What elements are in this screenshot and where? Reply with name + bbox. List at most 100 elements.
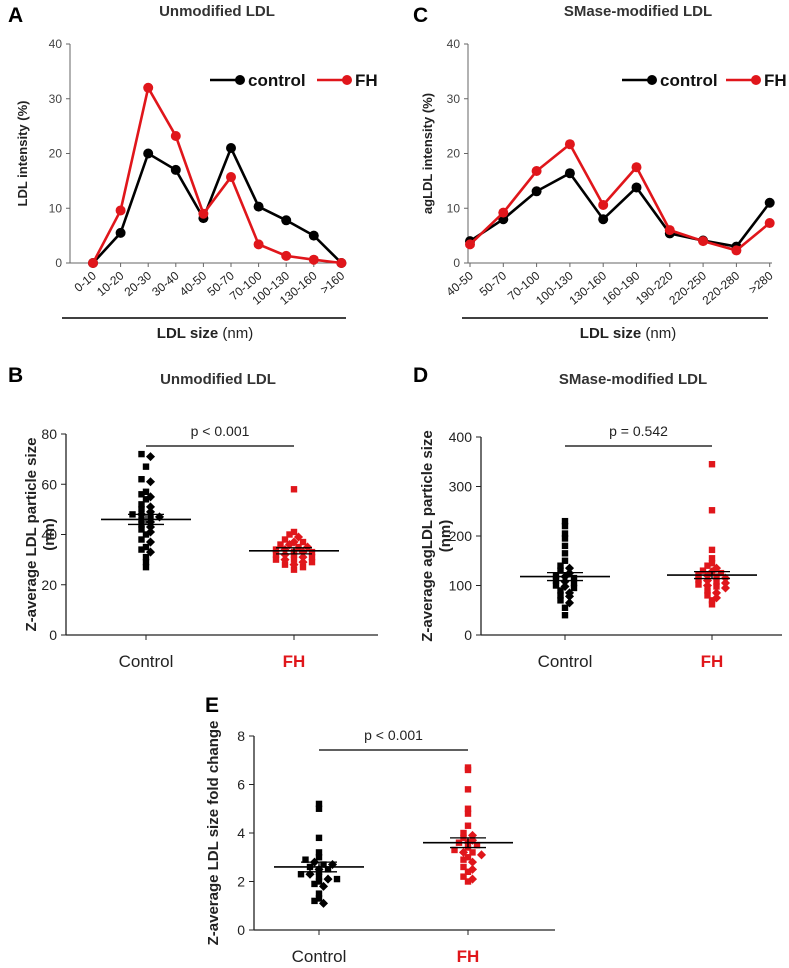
y-tick-label: 10 bbox=[447, 201, 461, 215]
data-point-control bbox=[531, 186, 542, 197]
data-point bbox=[295, 543, 302, 551]
data-point-fh bbox=[198, 208, 209, 219]
y-tick-label: 0 bbox=[49, 627, 57, 643]
data-point bbox=[460, 863, 467, 871]
data-point-fh bbox=[598, 199, 609, 210]
panel-d: D SMase-modified LDL 0 100 200 300 400 Z-averag… bbox=[413, 364, 782, 671]
x-tick-label: 40-50 bbox=[443, 268, 476, 299]
group-label-control: Control bbox=[538, 652, 593, 671]
data-point bbox=[298, 557, 308, 567]
y-axis-label: LDL intensity (%) bbox=[15, 101, 30, 207]
data-point bbox=[570, 584, 578, 592]
data-point bbox=[308, 548, 316, 556]
y-tick-label: 400 bbox=[449, 429, 473, 445]
y-tick-label: 4 bbox=[237, 825, 245, 841]
data-point bbox=[460, 873, 467, 880]
data-point bbox=[305, 869, 315, 879]
x-axis-label: LDL size (nm) bbox=[157, 325, 253, 342]
data-point bbox=[142, 553, 150, 561]
panel-label: E bbox=[205, 694, 219, 717]
data-point-fh bbox=[143, 82, 154, 93]
y-tick-label: 0 bbox=[453, 256, 460, 270]
data-point bbox=[286, 531, 293, 538]
data-point bbox=[315, 895, 323, 902]
data-point bbox=[315, 873, 323, 880]
y-tick-label: 40 bbox=[41, 527, 57, 543]
data-point bbox=[561, 550, 569, 557]
data-point bbox=[299, 538, 307, 546]
data-point bbox=[557, 592, 564, 599]
data-point bbox=[145, 537, 156, 547]
data-point-fh bbox=[88, 258, 98, 268]
x-tick-label: 40-50 bbox=[177, 268, 210, 299]
series-line-fh bbox=[91, 84, 342, 265]
data-point bbox=[464, 805, 472, 812]
data-point-fh bbox=[336, 258, 347, 268]
data-point bbox=[708, 555, 716, 562]
data-point bbox=[145, 502, 156, 512]
data-point bbox=[561, 522, 569, 530]
y-tick-label: 0 bbox=[237, 922, 245, 938]
chart-title: SMase-modified LDL bbox=[559, 371, 707, 388]
data-point bbox=[561, 542, 569, 550]
panel-b: B Unmodified LDL 0 20 40 60 80Z-average LDL pa… bbox=[8, 364, 378, 671]
data-point-control bbox=[226, 143, 236, 154]
data-point bbox=[147, 513, 154, 521]
data-point-fh bbox=[226, 172, 236, 183]
data-point bbox=[469, 849, 476, 856]
data-point bbox=[138, 501, 145, 508]
y-axis-label: Z-average LDL size fold change bbox=[205, 721, 222, 946]
data-point-control bbox=[598, 214, 609, 225]
y-tick-label: 20 bbox=[41, 577, 57, 593]
data-point bbox=[333, 875, 341, 883]
panel-a: A Unmodified LDL0102030400-1010-2020-3030… bbox=[8, 3, 378, 342]
chart-title: SMase-modified LDL bbox=[564, 3, 712, 20]
data-point-control bbox=[281, 215, 292, 226]
data-point bbox=[464, 878, 472, 885]
data-point bbox=[560, 581, 570, 592]
data-point bbox=[315, 805, 323, 812]
data-point bbox=[695, 576, 702, 583]
data-point-fh bbox=[664, 225, 675, 236]
y-tick-label: 40 bbox=[49, 37, 63, 51]
y-axis-label: Z-average LDL particle size bbox=[23, 438, 40, 632]
data-point-fh bbox=[115, 205, 126, 216]
y-tick-label: 100 bbox=[449, 578, 473, 594]
panel-label: A bbox=[8, 4, 23, 27]
data-point bbox=[476, 850, 487, 860]
group-label-control: Control bbox=[292, 947, 347, 966]
data-point-fh bbox=[308, 254, 319, 265]
data-point bbox=[561, 612, 569, 619]
p-value: p = 0.542 bbox=[609, 423, 668, 439]
data-point bbox=[564, 563, 575, 573]
legend-label: FH bbox=[764, 71, 787, 90]
data-point bbox=[460, 829, 467, 837]
data-point-control bbox=[631, 182, 642, 193]
legend-marker bbox=[342, 75, 352, 85]
data-point bbox=[561, 517, 569, 525]
data-point bbox=[290, 528, 298, 536]
data-point bbox=[311, 880, 318, 888]
series-line-control bbox=[469, 171, 771, 248]
legend-label: control bbox=[660, 71, 718, 90]
data-point bbox=[315, 890, 323, 897]
panel-label: B bbox=[8, 364, 23, 387]
y-tick-label: 20 bbox=[49, 147, 63, 161]
y-tick-label: 80 bbox=[41, 426, 57, 442]
data-point bbox=[561, 557, 569, 564]
data-point-fh bbox=[698, 236, 709, 247]
data-point-fh bbox=[281, 250, 292, 261]
data-point-control bbox=[564, 168, 575, 179]
data-point bbox=[713, 578, 720, 585]
data-point bbox=[281, 561, 289, 568]
data-point bbox=[720, 578, 731, 588]
data-point-fh bbox=[531, 166, 542, 177]
x-tick-label: 10-20 bbox=[94, 268, 127, 299]
data-point bbox=[315, 800, 323, 808]
data-point bbox=[290, 556, 298, 563]
data-point bbox=[711, 593, 722, 603]
data-point bbox=[464, 764, 472, 771]
data-point bbox=[552, 582, 560, 589]
y-axis-label: (nm) bbox=[437, 520, 454, 553]
